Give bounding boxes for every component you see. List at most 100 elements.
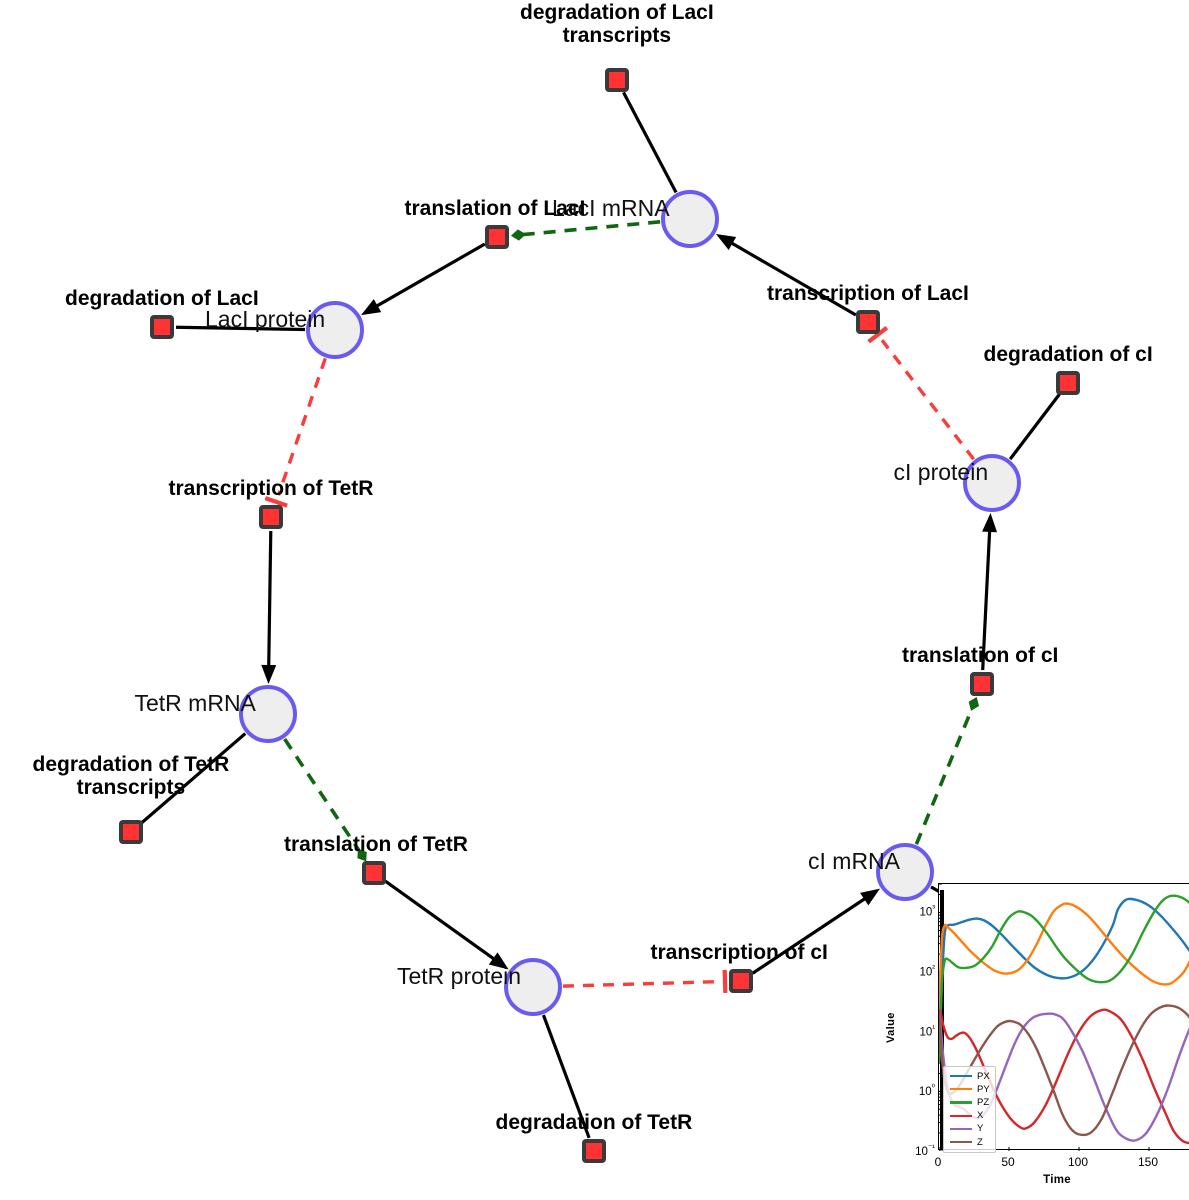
species-label-laci_protein: LacI protein	[205, 305, 326, 332]
reaction-label-deg_laci: degradation of LacI	[65, 287, 259, 310]
legend-item-PX: PX	[944, 1070, 990, 1083]
legend-item-PY: PY	[944, 1083, 990, 1096]
reaction-node-transcription_ci[interactable]	[729, 969, 753, 993]
legend-label-X: X	[977, 1110, 984, 1122]
arrowhead	[715, 234, 737, 251]
x-tick-label: 50	[1001, 1155, 1015, 1169]
plot-axes-frame	[938, 883, 1189, 1151]
reaction-label-translation_ci: translation of cI	[902, 644, 1059, 667]
reaction-label-translation_tetr: translation of TetR	[284, 833, 468, 856]
edge-laci_protein-to-deg_laci	[175, 325, 306, 332]
tee-head	[264, 496, 288, 508]
legend-item-X: X	[944, 1109, 990, 1122]
species-label-laci_mrna: LacI mRNA	[552, 194, 670, 221]
plot-series-PX	[939, 897, 1189, 1065]
legend-swatch-Z	[950, 1141, 972, 1144]
plot-series-PY	[939, 902, 1189, 1015]
reaction-label-transcription_ci: transcription of cI	[650, 941, 828, 964]
reaction-label-translation_laci: translation of LacI	[404, 197, 586, 220]
species-node-tetr_protein[interactable]	[504, 958, 562, 1016]
legend-swatch-Y	[950, 1127, 972, 1131]
legend-item-Z: Z	[944, 1136, 990, 1149]
arrowhead	[488, 952, 509, 970]
legend-swatch-X	[950, 1114, 972, 1117]
reaction-node-translation_ci[interactable]	[970, 672, 994, 696]
species-node-ci_protein[interactable]	[963, 454, 1021, 512]
reaction-node-deg_ci[interactable]	[1056, 371, 1080, 395]
y-tick-label: 10⁰	[918, 1083, 935, 1099]
reaction-node-deg_tetr_transcripts[interactable]	[119, 820, 143, 844]
y-tick-label: 10¹	[919, 1023, 935, 1039]
reaction-label-deg_laci_transcripts: degradation of LacI transcripts	[520, 0, 714, 48]
edge-ci_mrna-to-translation_ci	[914, 706, 975, 845]
edge-translation_ci-to-ci_protein	[981, 527, 992, 671]
reaction-label-deg_tetr_transcripts: degradation of TetR transcripts	[32, 752, 230, 800]
legend-item-PZ: PZ	[944, 1096, 990, 1109]
plot-series-PZ	[939, 894, 1189, 1065]
edge-transcription_ci-to-ci_mrna	[751, 895, 870, 975]
reaction-label-transcription_tetr: transcription of TetR	[168, 477, 374, 500]
arrowhead	[860, 888, 881, 906]
y-tick-label: 10²	[919, 963, 935, 979]
legend-label-PZ: PZ	[977, 1097, 990, 1109]
tee-head	[722, 969, 728, 994]
edge-translation_laci-to-laci_protein	[372, 242, 486, 310]
diamond-head	[510, 229, 526, 241]
reaction-node-deg_laci_transcripts[interactable]	[605, 68, 629, 92]
x-tick-label: 150	[1137, 1155, 1159, 1169]
edge-transcription_tetr-to-tetr_mrna	[267, 530, 273, 670]
reaction-node-deg_laci[interactable]	[150, 315, 174, 339]
plot-series-layer	[939, 884, 1189, 1151]
edge-transcription_laci-to-laci_mrna	[727, 239, 857, 317]
reaction-node-deg_tetr[interactable]	[582, 1139, 606, 1163]
x-tick-label: 100	[1067, 1155, 1089, 1169]
y-tick-label: 10³	[919, 904, 935, 919]
diamond-head	[968, 696, 980, 711]
species-label-ci_mrna: cI mRNA	[808, 847, 900, 874]
species-node-ci_mrna[interactable]	[876, 843, 934, 901]
plot-y-axis-label: Value	[885, 1012, 897, 1043]
legend-swatch-PY	[950, 1088, 972, 1091]
plot-series-X	[939, 1008, 1189, 1145]
species-node-tetr_mrna[interactable]	[239, 685, 297, 743]
species-node-laci_mrna[interactable]	[661, 190, 719, 248]
species-label-ci_protein: cI protein	[893, 458, 989, 485]
edge-tetr_protein-to-transcription_ci	[562, 979, 719, 988]
edge-laci_protein-to-transcription_tetr	[276, 357, 327, 496]
legend-label-Z: Z	[977, 1136, 983, 1148]
legend-label-PX: PX	[977, 1070, 990, 1082]
legend-label-Y: Y	[977, 1123, 984, 1135]
edge-tetr_mrna-to-translation_tetr	[283, 737, 362, 853]
reaction-node-translation_laci[interactable]	[485, 225, 509, 249]
arrowhead	[261, 664, 277, 685]
edge-laci_mrna-to-deg_laci_transcripts	[622, 91, 678, 194]
edge-ci_protein-to-transcription_laci	[880, 339, 976, 461]
arrowhead	[361, 299, 382, 316]
plot-x-axis-label: Time	[1043, 1174, 1071, 1186]
species-label-tetr_protein: TetR protein	[397, 962, 522, 989]
tee-head	[867, 325, 889, 344]
reaction-label-transcription_laci: transcription of LacI	[767, 282, 969, 305]
edge-ci_protein-to-deg_ci	[1008, 393, 1061, 461]
diamond-head	[357, 848, 367, 862]
reaction-node-transcription_laci[interactable]	[856, 310, 880, 334]
x-tick-label: 0	[934, 1155, 942, 1169]
legend-swatch-PZ	[950, 1101, 972, 1104]
edge-tetr_protein-to-deg_tetr	[541, 1014, 591, 1139]
reaction-label-deg_ci: degradation of cI	[983, 343, 1153, 366]
y-tick-label: 10⁻¹	[915, 1143, 935, 1158]
species-node-laci_protein[interactable]	[306, 301, 364, 359]
legend-label-PY: PY	[977, 1083, 990, 1095]
legend-swatch-PX	[950, 1075, 972, 1078]
arrowhead	[982, 512, 998, 533]
reaction-node-transcription_tetr[interactable]	[259, 505, 283, 529]
edge-translation_tetr-to-tetr_protein	[384, 879, 498, 963]
reaction-node-translation_tetr[interactable]	[362, 861, 386, 885]
species-label-tetr_mrna: TetR mRNA	[134, 689, 256, 716]
plot-legend: PX PY PZ X Y Z	[943, 1065, 996, 1153]
edge-laci_mrna-to-translation_laci	[521, 219, 661, 237]
edge-tetr_mrna-to-deg_tetr_transcripts	[140, 732, 247, 825]
